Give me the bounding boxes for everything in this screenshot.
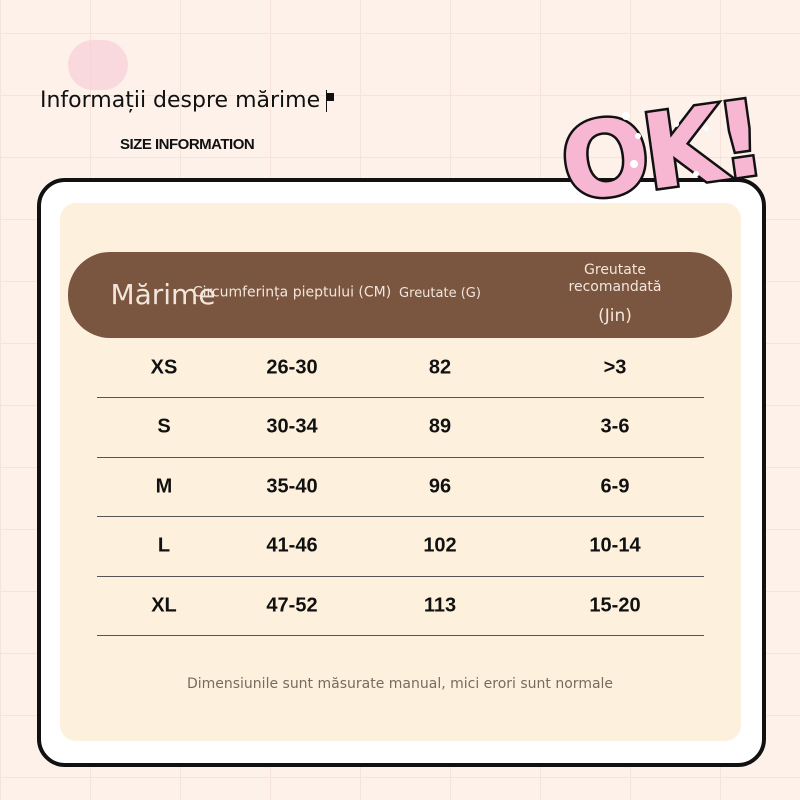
header-size: Mărime	[110, 278, 216, 312]
table-cell: 82	[428, 356, 452, 378]
ok-sticker: OK!	[556, 76, 766, 216]
table-cell: 15-20	[589, 594, 641, 616]
table-cell: 3-6	[600, 415, 630, 438]
table-row: S 30-34 89 3-6	[97, 398, 704, 458]
ok-sticker-text: OK!	[556, 77, 766, 216]
footnote: Dimensiunile sunt măsurate manual, mici …	[186, 676, 614, 692]
table-cell: M	[155, 475, 173, 497]
table-row: L 41-46 102 10-14	[97, 517, 704, 577]
table-row: XL 47-52 113 15-20	[97, 576, 704, 636]
table-cell: 35-40	[266, 475, 318, 497]
table-cell: XS	[150, 356, 178, 378]
header-weight: Greutate (G)	[399, 286, 481, 302]
table-row: XS 26-30 82 >3	[97, 338, 704, 398]
table-cell: 26-30	[266, 356, 318, 378]
title-text: Informații despre mărime	[40, 88, 321, 113]
table-cell: S	[157, 415, 171, 438]
table-cell: 47-52	[266, 594, 318, 616]
header-unit: (Jin)	[598, 305, 632, 326]
header-recommended-label: Greutate recomandată	[568, 262, 662, 295]
table-cell: 30-34	[266, 415, 318, 438]
table-cell: 96	[428, 475, 452, 497]
decorative-blob	[68, 40, 128, 90]
table-cell: XL	[151, 594, 177, 616]
text-cursor	[326, 90, 328, 112]
header-chest: Circumferința pieptului (CM)	[192, 284, 392, 301]
page-subtitle: SIZE INFORMATION	[120, 136, 255, 153]
table-cell: >3	[603, 356, 627, 378]
table-cell: 6-9	[600, 475, 630, 497]
table-header: Mărime Circumferința pieptului (CM) Greu…	[68, 252, 732, 338]
flag-icon	[327, 93, 335, 101]
table-cell: 41-46	[266, 534, 318, 557]
table-cell: L	[157, 534, 171, 557]
table-row: M 35-40 96 6-9	[97, 457, 704, 517]
header-recommended-weight: Greutate recomandată (Jin)	[557, 262, 674, 326]
table-cell: 113	[423, 594, 457, 616]
table-cell: 102	[423, 534, 457, 557]
table-cell: 10-14	[589, 534, 641, 557]
table-cell: 89	[428, 415, 452, 438]
sticker-dots	[622, 112, 709, 177]
page-title: Informații despre mărime	[40, 88, 335, 113]
